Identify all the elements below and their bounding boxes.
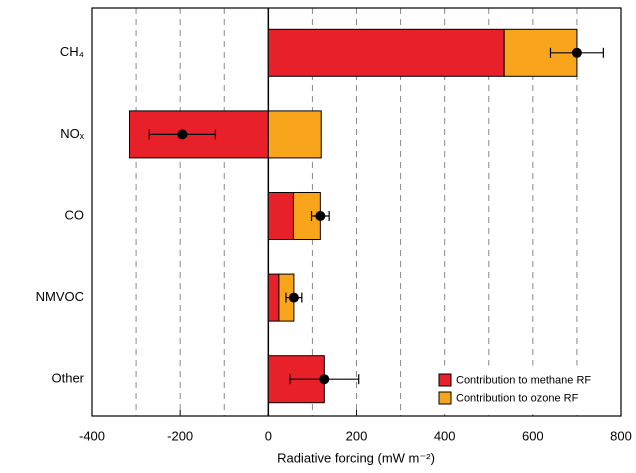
x-tick-label: -200 (167, 428, 193, 443)
y-tick-label: Other (51, 371, 84, 386)
x-axis-label: Radiative forcing (mW m⁻²) (277, 450, 435, 465)
x-tick-label: 200 (346, 428, 368, 443)
plot-frame (91, 7, 622, 417)
x-tick-label: 400 (434, 428, 456, 443)
x-tick-label: 0 (265, 428, 272, 443)
legend-swatch (438, 391, 452, 405)
bar (267, 273, 280, 322)
net-dot (571, 47, 582, 58)
legend-label: Contribution to ozone RF (456, 392, 579, 404)
y-tick-label: NOₓ (60, 126, 85, 141)
legend-swatch (438, 373, 452, 387)
y-tick-label: NMVOC (36, 289, 84, 304)
y-tick-label: CH₄ (60, 44, 84, 59)
net-dot (177, 129, 188, 140)
net-dot (315, 211, 326, 221)
bar (292, 192, 321, 240)
bar (267, 28, 505, 77)
bar (267, 110, 322, 159)
net-dot (319, 374, 330, 385)
legend-label: Contribution to methane RF (456, 374, 591, 386)
legend-box (434, 365, 620, 415)
x-tick-label: 800 (610, 428, 632, 443)
net-dot (288, 292, 299, 303)
x-tick-label: 600 (522, 428, 544, 443)
bar (267, 192, 294, 240)
y-tick-label: CO (65, 207, 85, 222)
x-tick-label: -400 (79, 428, 105, 443)
